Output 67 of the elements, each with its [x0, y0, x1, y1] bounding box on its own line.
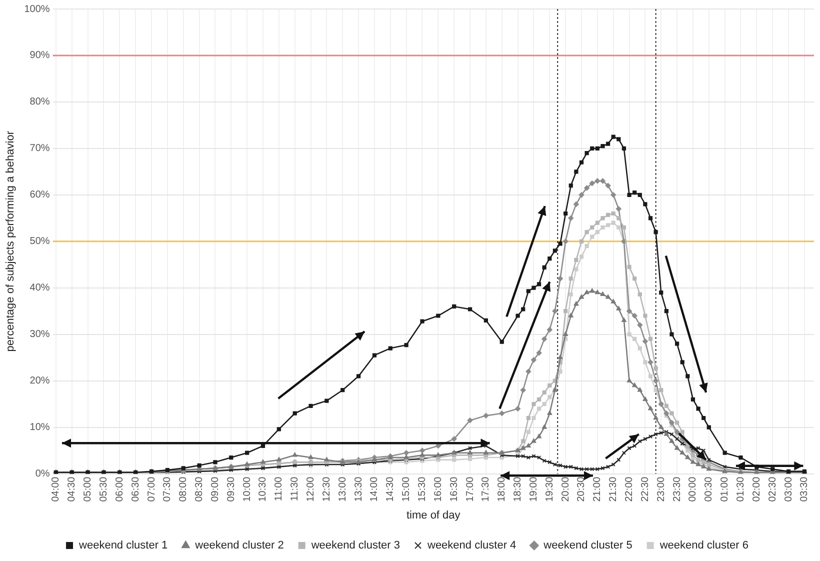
y-tick-label: 20% [30, 376, 50, 387]
x-tick-label: 10:30 [258, 476, 269, 502]
x-tick-label: 15:30 [416, 476, 428, 502]
legend-label: weekend cluster 6 [658, 540, 748, 552]
x-tick-label: 10:00 [242, 476, 253, 502]
legend-label: weekend cluster 5 [542, 540, 632, 552]
y-tick-label: 50% [30, 236, 50, 248]
x-tick-label: 21:30 [608, 476, 620, 502]
x-tick-label: 12:00 [306, 476, 317, 502]
x-tick-label: 06:30 [130, 476, 142, 502]
y-tick-label: 70% [30, 143, 50, 154]
x-tick-label: 22:00 [624, 476, 636, 502]
x-tick-label: 04:00 [50, 476, 62, 502]
x-tick-label: 05:30 [98, 476, 110, 502]
legend-label: weekend cluster 1 [78, 540, 168, 552]
y-tick-label: 10% [30, 422, 50, 434]
y-tick-label: 80% [30, 96, 50, 108]
legend-label: weekend cluster 2 [194, 540, 284, 552]
x-tick-label: 03:00 [783, 476, 794, 502]
x-tick-label: 07:30 [162, 476, 174, 502]
x-tick-label: 23:30 [672, 476, 683, 502]
x-axis-title: time of day [406, 509, 461, 522]
y-tick-label: 60% [30, 190, 50, 201]
y-tick-label: 100% [24, 4, 50, 15]
y-tick-label: 0% [35, 468, 50, 480]
x-tick-label: 12:30 [321, 476, 332, 502]
x-tick-label: 07:00 [146, 476, 158, 502]
x-tick-label: 01:30 [735, 476, 746, 502]
x-tick-label: 18:30 [512, 476, 524, 502]
x-tick-label: 19:00 [528, 476, 540, 502]
x-tick-label: 23:00 [656, 476, 667, 502]
x-tick-label: 15:00 [401, 476, 412, 502]
x-tick-label: 20:30 [576, 476, 588, 502]
x-tick-label: 11:00 [274, 476, 285, 502]
y-tick-label: 30% [30, 329, 50, 340]
x-tick-label: 11:30 [290, 476, 301, 502]
x-tick-label: 09:00 [210, 476, 221, 502]
x-tick-label: 02:30 [767, 476, 778, 502]
x-tick-label: 08:30 [194, 476, 206, 502]
x-tick-label: 18:00 [496, 476, 508, 502]
x-tick-label: 16:30 [448, 476, 460, 502]
y-tick-label: 40% [30, 282, 50, 294]
x-tick-label: 08:00 [178, 476, 190, 502]
x-tick-label: 06:00 [114, 476, 126, 502]
x-tick-label: 14:30 [385, 476, 396, 502]
x-tick-label: 14:00 [369, 476, 380, 502]
y-tick-label: 90% [30, 50, 50, 62]
x-tick-label: 03:30 [799, 476, 810, 502]
x-tick-label: 20:00 [560, 476, 572, 502]
x-tick-label: 21:00 [592, 476, 604, 502]
x-tick-label: 22:30 [640, 476, 651, 502]
x-tick-label: 17:00 [464, 476, 476, 502]
x-tick-label: 13:00 [337, 476, 348, 502]
x-tick-label: 16:00 [432, 476, 444, 502]
x-tick-label: 17:30 [480, 476, 492, 502]
x-tick-label: 00:00 [688, 476, 699, 502]
x-tick-label: 02:00 [751, 476, 762, 502]
x-tick-label: 01:00 [720, 476, 731, 502]
x-tick-label: 13:30 [353, 476, 364, 502]
legend-label: weekend cluster 3 [310, 540, 400, 552]
x-tick-label: 05:00 [82, 476, 94, 502]
legend-label: weekend cluster 4 [426, 540, 516, 552]
x-tick-label: 04:30 [66, 476, 78, 502]
x-tick-label: 00:30 [704, 476, 715, 502]
x-tick-label: 09:30 [226, 476, 237, 502]
y-axis-title: percentage of subjects performing a behavior [4, 130, 17, 352]
x-tick-label: 19:30 [544, 476, 556, 502]
